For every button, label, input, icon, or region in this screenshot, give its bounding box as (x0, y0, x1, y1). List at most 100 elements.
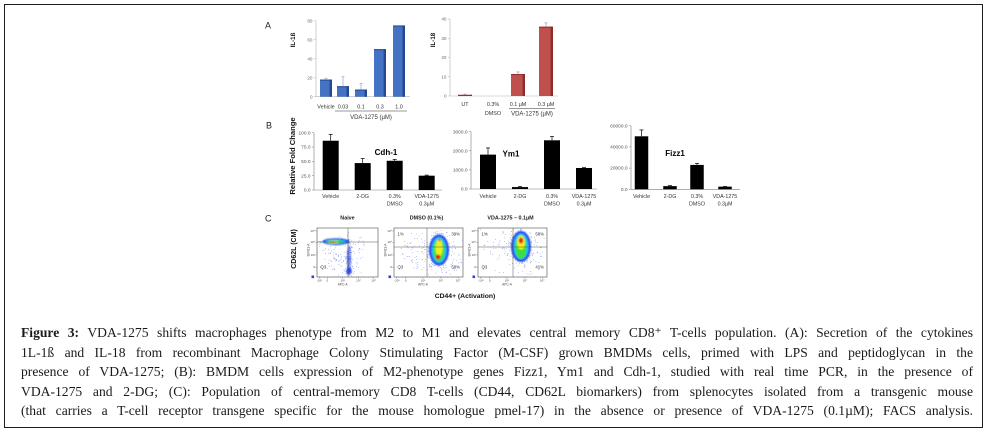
facs-event-dot (411, 233, 412, 235)
facs-event-dot (356, 261, 358, 263)
facs-event-dot (441, 270, 442, 272)
facs-event-dot (402, 253, 403, 255)
facs-event-dot (338, 255, 339, 257)
x-category-label: 0.3% (487, 102, 499, 108)
x-category-label: Vehicle (317, 105, 334, 111)
facs-event-dot (343, 261, 344, 262)
facs-event-dot (542, 233, 544, 235)
y-tick-label: 0.0 (304, 188, 311, 194)
facs-event-dot (446, 267, 447, 268)
y-tick-label: 10⁴ (471, 240, 476, 244)
y-tick-label: 2000.0 (453, 148, 468, 154)
facs-event-dot (435, 232, 437, 234)
facs-event-dot (435, 272, 437, 274)
facs-event-dot (333, 267, 335, 269)
quadrant-percentage: 58% (535, 232, 544, 237)
facs-plot-area (317, 232, 365, 277)
facs-event-dot (407, 256, 409, 258)
facs-event-dot (433, 265, 435, 266)
facs-event-dot (535, 261, 537, 262)
facs-plot: Naive Q3 -10³ 0 10³ 10⁴ 10⁵ APC-A 10⁵ 10⁴ 10³ 0 BV42… (307, 216, 379, 286)
facs-event-dot (421, 241, 423, 243)
x-category-label: 0.3µM (718, 202, 733, 208)
facs-event-dot (412, 259, 414, 261)
facs-event-dot (453, 258, 454, 260)
caption-line: presence of VDA-1275; (B): BMDM cells ex… (21, 364, 973, 379)
facs-event-dot (434, 231, 436, 233)
facs-event-dot (329, 245, 331, 247)
facs-event-dot (430, 238, 432, 240)
gate-marker-icon (311, 275, 315, 279)
facs-event-dot (503, 272, 505, 273)
facs-event-dot (442, 232, 444, 234)
facs-event-dot (529, 254, 531, 256)
facs-event-dot (486, 233, 488, 235)
facs-event-dot (421, 233, 423, 235)
facs-event-dot (428, 254, 430, 256)
facs-density-contour (518, 237, 524, 244)
facs-event-dot (433, 234, 434, 236)
facs-event-dot (450, 273, 451, 275)
facs-event-dot (335, 260, 337, 262)
facs-event-dot (410, 260, 412, 262)
facs-event-dot (427, 274, 429, 275)
facs-event-dot (345, 272, 347, 274)
facs-event-dot (440, 232, 442, 234)
facs-event-dot (453, 245, 455, 247)
facs-event-dot (359, 247, 361, 249)
facs-event-dot (457, 253, 459, 255)
quadrant-percentage: 1% (398, 232, 404, 237)
facs-event-dot (414, 257, 416, 258)
facs-event-dot (344, 257, 346, 259)
facs-event-dot (428, 257, 430, 259)
panel-label-a: A (265, 21, 271, 31)
facs-event-dot (343, 269, 345, 271)
facs-density-map (511, 231, 531, 262)
facs-event-dot (531, 240, 532, 242)
facs-event-dot (452, 251, 454, 253)
facs-event-dot (529, 225, 530, 226)
facs-event-dot (353, 243, 354, 245)
facs-event-dot (540, 247, 542, 249)
facs-event-dot (328, 249, 329, 251)
bar-top-edge (355, 89, 367, 91)
y-axis-label: IL-1ß (290, 32, 297, 47)
facs-event-dot (335, 258, 337, 260)
facs-event-dot (352, 258, 354, 260)
facs-event-dot (452, 245, 453, 247)
y-tick-label: 75.0 (301, 145, 311, 151)
facs-event-dot (525, 266, 527, 268)
facs-event-dot (320, 240, 322, 242)
x-category-label: DMSO (485, 111, 501, 117)
facs-event-dot (328, 252, 330, 254)
bar-shade (522, 74, 525, 96)
facs-event-dot (479, 228, 481, 230)
facs-event-dot (406, 256, 408, 257)
facs-event-dot (351, 252, 352, 253)
y-tick-label: 100.0 (298, 130, 310, 136)
facs-event-dot (517, 272, 519, 273)
bar (576, 167, 592, 189)
quadrant-percentage: 41% (535, 265, 544, 270)
facs-event-dot (418, 235, 420, 237)
facs-event-dot (356, 263, 358, 265)
facs-event-dot (508, 243, 509, 244)
facs-event-dot (507, 253, 509, 254)
facs-event-dot (507, 240, 509, 242)
panel-b-y-axis-label: Relative Fold Change (288, 117, 297, 194)
facs-event-dot (428, 247, 430, 249)
facs-event-dot (510, 242, 511, 244)
facs-event-dot (350, 247, 352, 249)
y-tick-label: 20000.0 (610, 166, 628, 172)
facs-event-dot (529, 260, 531, 262)
facs-event-dot (320, 266, 322, 268)
facs-event-dot (351, 266, 353, 268)
gate-marker-icon (472, 275, 476, 279)
facs-event-dot (440, 266, 442, 268)
y-tick-label: 80 (307, 18, 313, 23)
facs-event-dot (362, 240, 364, 242)
y-tick-label: 10⁴ (310, 240, 315, 244)
facs-event-dot (356, 266, 357, 268)
facs-event-dot (406, 245, 408, 247)
facs-event-dot (363, 242, 365, 243)
